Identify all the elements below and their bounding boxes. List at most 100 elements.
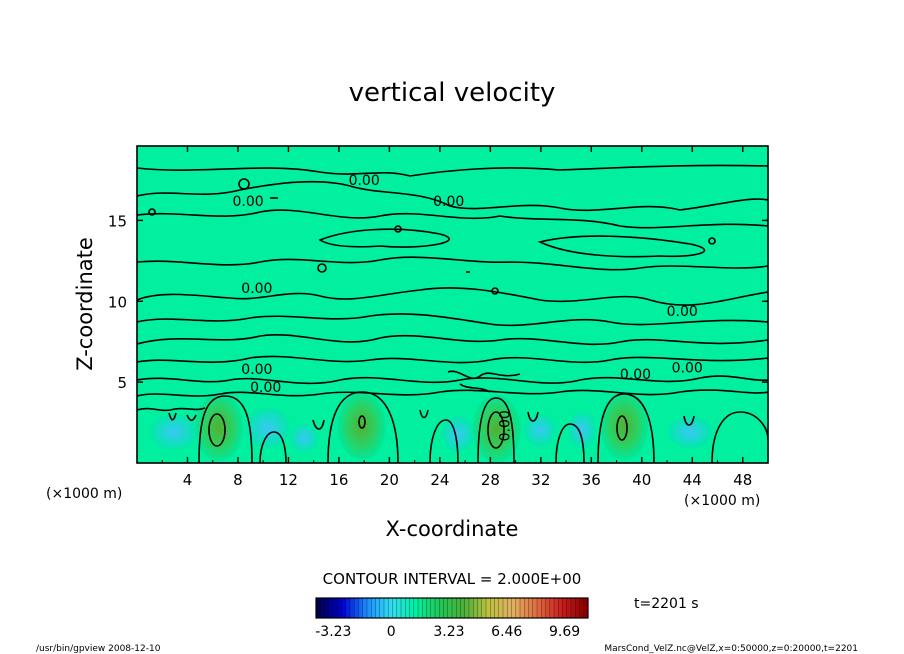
colorbar-cell [379,598,385,618]
colorbar-label: 6.46 [491,624,522,640]
colorbar-cell [549,598,555,618]
x-tick-label: 4 [183,471,193,489]
downdraft-region [150,414,198,450]
colorbar-cell [486,598,491,618]
footer-right: MarsCond_VelZ.nc@VelZ,x=0:50000,z=0:2000… [604,644,858,654]
colorbar-cell [426,598,432,618]
colorbar-cell [579,598,585,618]
x-axis-ticks: 4 8 12 16 20 24 28 32 36 40 44 48 [161,146,752,489]
colorbar-cell [435,598,440,618]
downdraft-region [524,414,556,446]
plot-frame [136,145,769,464]
colorbar-cell [345,598,351,618]
colorbar-cell [575,598,580,618]
contour-label: 0.00 [667,304,698,320]
contour-lines [137,164,768,463]
time-label: t=2201 s [634,596,699,612]
contour-labels: 0.00 0.00 0.00 0.00 0.00 0.00 0.00 0.00 0.00 0.00 [232,173,702,442]
colorbar-cell [439,598,444,618]
contour-label: 0.00 [232,194,263,210]
field-blobs [150,391,712,463]
x-unit-right: (×1000 m) [684,493,760,509]
colorbar-cell [507,598,512,618]
colorbar-cell [554,598,559,618]
colorbar-cell [422,598,427,618]
colorbar-cell [558,598,563,618]
contour-label: 0.00 [672,360,703,376]
colorbar-cell [443,598,449,618]
colorbar-cell [384,598,389,618]
colorbar-cell [456,598,461,618]
colorbar-cell [571,598,576,618]
colorbar-cell [350,598,355,618]
colorbar-cell [337,598,342,618]
x-tick-label: 40 [632,471,651,489]
colorbar-labels: -3.23 0 3.23 6.46 9.69 [315,624,580,640]
colorbar-cell [354,598,359,618]
downdraft-region [290,424,318,452]
downdraft-region [442,416,474,452]
x-unit-left: (×1000 m) [46,486,122,502]
colorbar-cell [358,598,364,618]
colorbar-cell [328,598,334,618]
colorbar-cell [490,598,495,618]
colorbar-cell [341,598,347,618]
colorbar-cell [460,598,466,618]
contour-label: 0.00 [241,281,272,297]
colorbar-frame [315,597,589,619]
colorbar-cell [447,598,453,618]
colorbar-cell [473,598,478,618]
chart-title: vertical velocity [349,78,556,108]
colorbar-label: 3.23 [433,624,464,640]
contour-label: 0.00 [433,194,464,210]
x-tick-label: 8 [233,471,243,489]
colorbar-cell [401,598,406,618]
colorbar-cell [320,598,325,618]
colorbar-cell [583,598,589,618]
colorbar-cell [316,598,321,618]
colorbar-cell [545,598,551,618]
x-tick-label: 16 [329,471,348,489]
updraft-core [337,391,386,460]
x-tick-label: 32 [531,471,550,489]
contour-label: 0.00 [250,380,281,396]
updraft-cores [195,391,649,463]
colorbar-cell [333,598,338,618]
colorbar-cell [494,598,500,618]
contour-interval: CONTOUR INTERVAL = 2.000E+00 [323,570,582,588]
colorbar-cell [388,598,393,618]
contour-label: 0.00 [620,367,651,383]
colorbar-cell [464,598,470,618]
x-tick-label: 48 [733,471,752,489]
colorbar-cell [511,598,517,618]
downdraft-region [246,408,290,448]
x-axis-label: X-coordinate [386,517,519,541]
colorbar-cell [396,598,402,618]
colorbar-cell [524,598,529,618]
colorbar-label: -3.23 [315,624,351,640]
x-tick-label: 20 [380,471,399,489]
colorbar-cell [362,598,368,618]
colorbar [315,598,589,618]
x-tick-label: 24 [430,471,449,489]
colorbar-cell [418,598,423,618]
y-axis-label: Z-coordinate [73,237,97,371]
colorbar-cell [413,598,419,618]
colorbar-cell [405,598,410,618]
footer-left: /usr/bin/gpview 2008-12-10 [36,644,161,654]
contour-label: 0.00 [497,410,513,441]
colorbar-cell [409,598,415,618]
colorbar-cell [566,598,572,618]
plot-background [137,146,768,463]
updraft-core [600,391,649,460]
x-tick-label: 12 [279,471,298,489]
downdraft-region [668,416,712,448]
colorbar-label: 0 [387,624,396,640]
downdraft-region [568,412,596,448]
colorbar-cell [532,598,538,618]
colorbar-cell [515,598,521,618]
colorbar-label: 9.69 [549,624,580,640]
colorbar-cell [324,598,330,618]
colorbar-cell [481,598,487,618]
